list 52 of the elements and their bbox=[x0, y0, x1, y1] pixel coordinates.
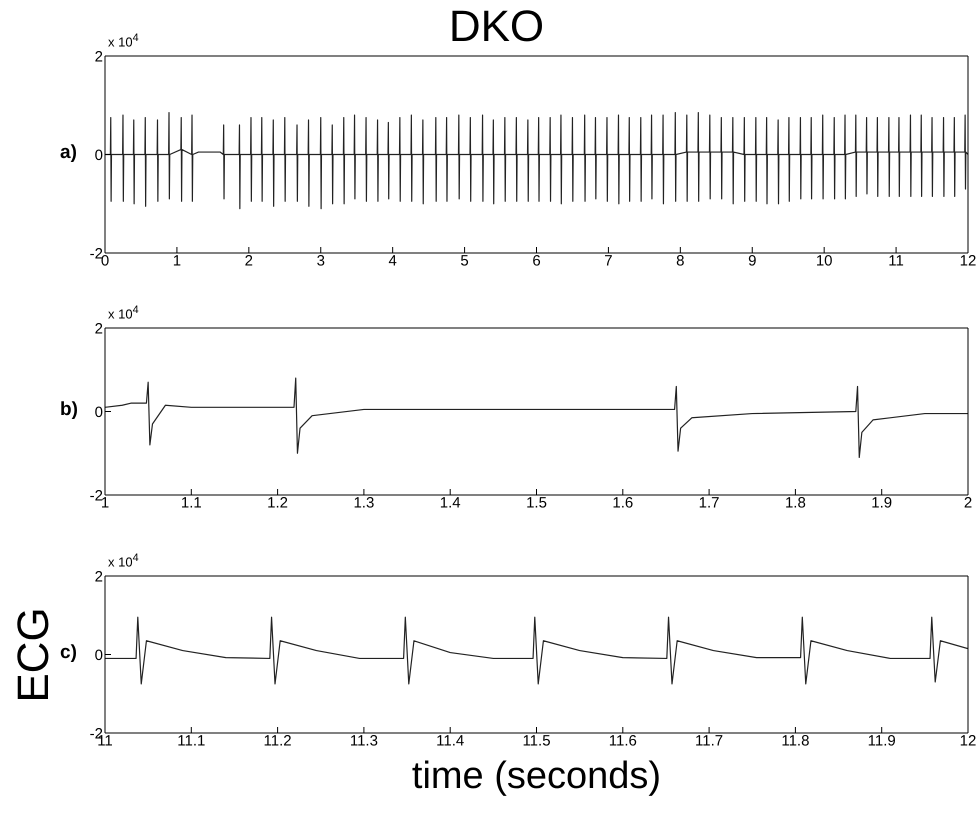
x-tick-label: 2 bbox=[244, 252, 254, 270]
x-tick-label: 5 bbox=[460, 252, 469, 270]
chart-title: DKO bbox=[448, 2, 544, 51]
x-tick-label: 11.5 bbox=[522, 732, 551, 750]
x-tick-label: 11.6 bbox=[608, 732, 637, 750]
y-tick-label: 2 bbox=[94, 48, 103, 66]
x-tick-label: 4 bbox=[388, 252, 397, 270]
x-tick-label: 11.4 bbox=[436, 732, 464, 750]
x-tick-label: 3 bbox=[316, 252, 325, 270]
x-tick-label: 6 bbox=[532, 252, 541, 270]
y-tick-label: -2 bbox=[90, 487, 103, 504]
line-series bbox=[105, 378, 968, 458]
x-tick-label: 11.8 bbox=[781, 732, 810, 750]
x-tick-label: 7 bbox=[604, 252, 613, 270]
x-tick-label: 12 bbox=[960, 252, 976, 270]
x-tick-label: 1 bbox=[172, 252, 182, 270]
x-tick-label: 1.7 bbox=[698, 494, 720, 512]
y-tick-label: 2 bbox=[94, 568, 103, 586]
y-tick-label: 0 bbox=[94, 404, 103, 421]
x-tick-label: 11.2 bbox=[264, 732, 292, 750]
x-tick-label: 11.3 bbox=[350, 732, 378, 750]
x-tick-label: 1.9 bbox=[871, 494, 892, 512]
x-tick-label: 11.9 bbox=[868, 732, 896, 750]
y-tick-label: 0 bbox=[94, 146, 103, 164]
line-series bbox=[105, 616, 968, 685]
x-tick-label: 1.2 bbox=[267, 494, 288, 512]
text: x 10$^{4}$ bbox=[108, 552, 139, 570]
x-tick-label: 9 bbox=[748, 252, 756, 270]
x-axis-title: time (seconds) bbox=[410, 755, 662, 797]
text: x 10$^{4}$ bbox=[108, 32, 139, 50]
text: x 10$^{4}$ bbox=[108, 304, 139, 322]
x-tick-label: 1.6 bbox=[612, 494, 634, 512]
text: b) bbox=[60, 398, 78, 420]
x-tick-label: 1.8 bbox=[784, 494, 806, 512]
x-tick-label: 11 bbox=[888, 252, 904, 270]
x-tick-label: 1.1 bbox=[180, 494, 202, 512]
x-tick-label: 10 bbox=[816, 252, 833, 270]
text: a) bbox=[60, 142, 77, 164]
y-axis-title: ECG bbox=[9, 606, 59, 702]
x-tick-label: 1.5 bbox=[526, 494, 547, 512]
x-tick-label: 11.1 bbox=[177, 732, 206, 750]
x-tick-label: 8 bbox=[676, 252, 685, 270]
x-tick-label: 1.4 bbox=[440, 494, 461, 512]
x-tick-label: 1.3 bbox=[353, 494, 374, 512]
x-tick-label: 11.7 bbox=[695, 732, 724, 750]
y-tick-label: -2 bbox=[90, 245, 103, 262]
text: c) bbox=[60, 642, 77, 664]
x-tick-label: 2 bbox=[964, 494, 972, 512]
y-tick-label: 0 bbox=[94, 646, 103, 664]
y-tick-label: 2 bbox=[94, 320, 103, 338]
x-tick-label: 12 bbox=[960, 732, 976, 750]
x-tick-label: 1 bbox=[100, 494, 110, 512]
